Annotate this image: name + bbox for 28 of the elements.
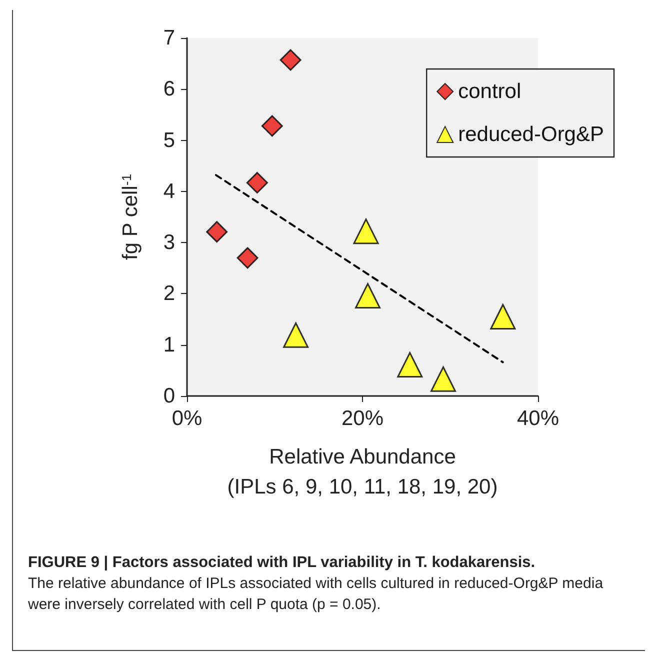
point — [236, 247, 258, 269]
y-tick-label: 5 — [163, 128, 175, 152]
point — [430, 366, 456, 392]
point — [397, 352, 423, 378]
text: The relative abundance of IPLs associated with cells cultured in reduced-Org&P media were inversely correlated with cell P quota (p = 0.05). — [28, 575, 604, 613]
legend-label: control — [458, 80, 522, 103]
x-tick-label: 20% — [341, 407, 384, 430]
y-tick-label: 0 — [163, 384, 175, 408]
y-tick-label: 2 — [163, 282, 175, 306]
point — [280, 49, 302, 71]
x-tick-label: 40% — [516, 407, 560, 430]
y-tick-label: 4 — [163, 180, 176, 203]
point — [355, 283, 381, 309]
y-tick-label: 3 — [163, 231, 175, 254]
point — [246, 172, 268, 194]
x-axis-title: Relative Abundance (IPLs 6, 9, 10, 11, 18, 19, 20) — [227, 446, 498, 498]
point — [206, 221, 228, 243]
y-tick-label: 6 — [163, 78, 175, 101]
text: FIGURE 9 | Factors associated with IPL variability in T. kodakarensis. — [28, 553, 536, 573]
point — [490, 304, 516, 330]
y-tick-label: 1 — [163, 333, 175, 356]
y-tick-label: 7 — [163, 26, 175, 50]
point — [353, 218, 379, 244]
legend-label: reduced-Org&P — [458, 123, 604, 146]
point — [283, 322, 309, 348]
point — [261, 115, 283, 137]
y-axis-title: fg P cell-1 — [119, 174, 142, 260]
x-tick-label: 0% — [172, 407, 202, 430]
